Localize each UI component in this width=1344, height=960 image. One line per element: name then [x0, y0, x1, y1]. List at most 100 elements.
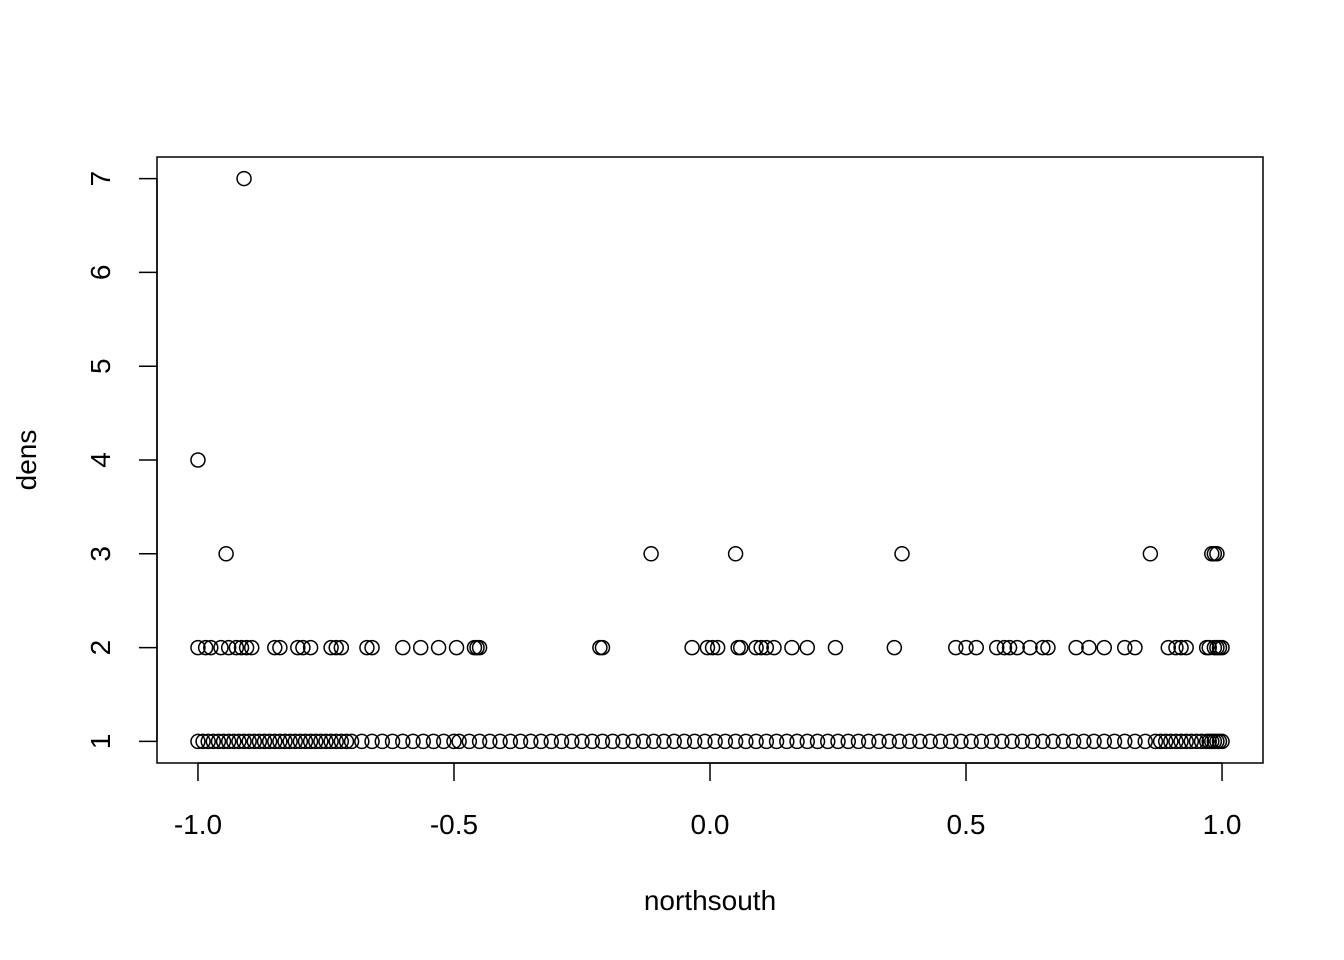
plot-frame [156, 156, 1264, 764]
data-point [471, 639, 488, 656]
data-point [395, 733, 411, 750]
data-point [1009, 639, 1025, 656]
data-point [1168, 733, 1184, 750]
data-point [676, 733, 693, 750]
data-point [236, 733, 252, 750]
data-point [564, 733, 580, 750]
data-point [922, 733, 938, 750]
data-point [318, 733, 334, 750]
data-point [287, 733, 303, 750]
data-point [604, 733, 621, 750]
data-point [766, 639, 782, 656]
data-point [364, 639, 380, 656]
data-point [1096, 639, 1113, 656]
data-point [963, 733, 979, 750]
data-point [1035, 733, 1051, 750]
data-point [748, 639, 764, 656]
data-point [709, 639, 726, 656]
data-point [615, 733, 631, 750]
data-point [748, 733, 764, 750]
data-point [948, 639, 964, 656]
data-point [328, 733, 344, 750]
data-point [625, 733, 641, 750]
data-point [968, 639, 985, 656]
data-point [697, 733, 713, 750]
data-point [1173, 639, 1189, 656]
data-point [799, 733, 816, 750]
data-point [704, 639, 721, 656]
data-point [738, 733, 754, 750]
data-point [717, 733, 734, 750]
data-point [553, 733, 570, 750]
data-point [656, 733, 672, 750]
data-point [1209, 546, 1225, 562]
data-point [295, 639, 311, 656]
data-point [707, 733, 723, 750]
data-point [768, 733, 785, 750]
data-point [1160, 639, 1177, 656]
data-point [779, 733, 795, 750]
data-point [860, 733, 877, 750]
data-point [1096, 733, 1113, 750]
data-point [789, 733, 805, 750]
data-point [699, 639, 716, 656]
data-point [307, 733, 324, 750]
data-point [236, 170, 252, 187]
data-point [932, 733, 949, 750]
data-point [267, 639, 283, 656]
data-point [272, 639, 288, 656]
data-point [1193, 733, 1210, 750]
data-point [261, 733, 278, 750]
data-point [190, 452, 206, 468]
data-point [333, 733, 350, 750]
data-point [886, 639, 903, 656]
data-point [446, 733, 462, 750]
data-point [338, 733, 355, 750]
data-point [359, 639, 375, 656]
data-point [973, 733, 990, 750]
data-point [543, 733, 560, 750]
data-point [574, 733, 590, 750]
data-point [594, 639, 611, 656]
data-point [1152, 733, 1169, 750]
data-point [323, 733, 339, 750]
data-point [292, 733, 309, 750]
data-point [1117, 639, 1133, 656]
y-tick-label: 6 [85, 265, 116, 281]
data-point [451, 733, 467, 750]
data-point [502, 733, 519, 750]
data-point [996, 639, 1013, 656]
data-point [635, 733, 652, 750]
data-point [512, 733, 529, 750]
data-point [435, 733, 452, 750]
data-point [251, 733, 268, 750]
data-point [666, 733, 682, 750]
data-point [448, 639, 465, 656]
x-tick-label: -1.0 [174, 809, 222, 840]
x-tick-label: 0.0 [691, 809, 730, 840]
x-axis: -1.0 -0.5 0.0 0.5 1.0 [174, 762, 1242, 840]
data-point [840, 733, 856, 750]
y-tick-label: 3 [85, 546, 116, 562]
data-point [282, 733, 298, 750]
data-point [205, 733, 222, 750]
data-point [364, 733, 380, 750]
data-point [197, 639, 214, 656]
data-point [333, 639, 350, 656]
data-point [594, 733, 611, 750]
data-point [953, 733, 969, 750]
data-point [1188, 733, 1205, 750]
data-point [942, 733, 959, 750]
data-point [1183, 733, 1200, 750]
data-point [226, 733, 242, 750]
y-tick-label: 5 [85, 358, 116, 374]
data-point [1178, 733, 1194, 750]
data-point [215, 733, 232, 750]
data-point [384, 733, 401, 750]
data-point [1068, 639, 1084, 656]
data-point [241, 733, 257, 750]
data-point [523, 733, 539, 750]
data-point [374, 733, 391, 750]
data-point [412, 639, 429, 656]
data-point [1076, 733, 1092, 750]
